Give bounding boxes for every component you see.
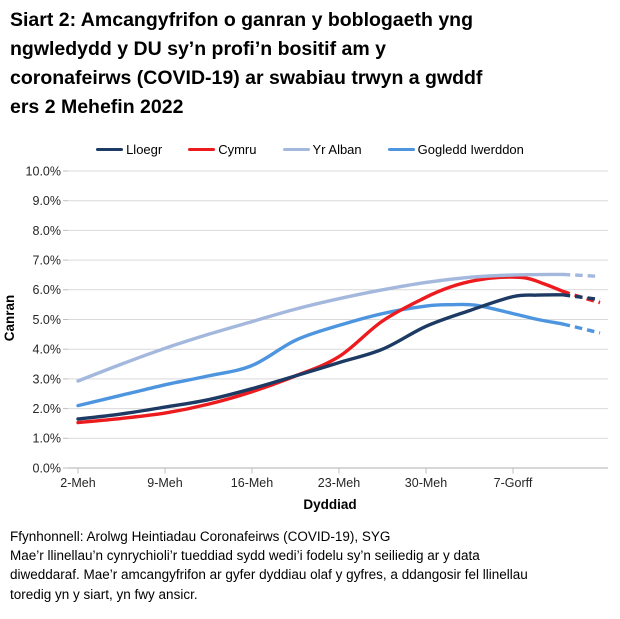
x-tick-label: 30-Meh [405, 476, 447, 490]
series-line-lloegr-dashed [562, 293, 601, 302]
series-line-yr-alban [76, 272, 565, 383]
series-line-gogledd-iwerddon [76, 302, 565, 408]
x-tick-label: 16-Meh [231, 476, 273, 490]
note-text: Mae’r llinellau’n cynrychioli’r tueddiad… [10, 548, 528, 602]
y-tick-label: 1.0% [33, 432, 62, 446]
y-tick-label: 9.0% [33, 194, 62, 208]
line-chart: 0.0% 1.0% 2.0% 3.0% 4.0% 5.0% 6.0% 7.0% 8.0% 9.0%… [2, 164, 608, 512]
legend-item-gogledd-iwerddon: Gogledd Iwerddon [387, 142, 524, 157]
chart-title: Siart 2: Amcangyfrifon o ganran y boblog… [10, 9, 483, 118]
legend-item-yr-alban: Yr Alban [282, 142, 362, 157]
legend-label-yr-alban: Yr Alban [312, 142, 362, 157]
gogledd-iwerddon-line-swatch-icon [387, 147, 415, 152]
x-axis-title: Dyddiad [303, 497, 356, 512]
legend-item-lloegr: Lloegr [96, 142, 162, 157]
y-tick-label: 0.0% [33, 461, 62, 475]
x-tick-label: 9-Meh [147, 476, 182, 490]
y-tick-label: 10.0% [26, 164, 61, 178]
series-line-gogledd-iwerddon-dashed [562, 322, 601, 335]
series-line-yr-alban-dashed [562, 272, 601, 279]
y-tick-label: 4.0% [33, 343, 62, 357]
cymru-line-swatch-icon [188, 147, 216, 152]
series-line-lloegr [76, 293, 565, 421]
series-line-cymru [76, 275, 565, 425]
legend-label-lloegr: Lloegr [126, 142, 163, 157]
y-tick-label: 3.0% [33, 372, 62, 386]
x-tick-label: 23-Meh [318, 476, 360, 490]
y-tick-label: 7.0% [33, 254, 62, 268]
y-tick-label: 2.0% [33, 402, 62, 416]
x-tick-label: 2-Meh [60, 476, 95, 490]
source-text: Ffynhonnell: Arolwg Heintiadau Coronafei… [10, 529, 391, 544]
yr-alban-line-swatch-icon [282, 147, 310, 152]
y-axis-title: Canran [2, 295, 17, 342]
x-tick-label: 7-Gorff [494, 476, 533, 490]
y-tick-label: 6.0% [33, 283, 62, 297]
legend-label-cymru: Cymru [218, 142, 257, 157]
legend-item-cymru: Cymru [188, 142, 257, 157]
lloegr-line-swatch-icon [96, 147, 124, 152]
y-tick-label: 5.0% [33, 313, 62, 327]
chart-legend: Lloegr Cymru Yr Alban Gogledd Iwerddon [0, 142, 620, 157]
legend-label-gogledd-iwerddon: Gogledd Iwerddon [417, 142, 524, 157]
y-tick-label: 8.0% [33, 224, 62, 238]
chart-footer: Ffynhonnell: Arolwg Heintiadau Coronafei… [10, 527, 616, 604]
